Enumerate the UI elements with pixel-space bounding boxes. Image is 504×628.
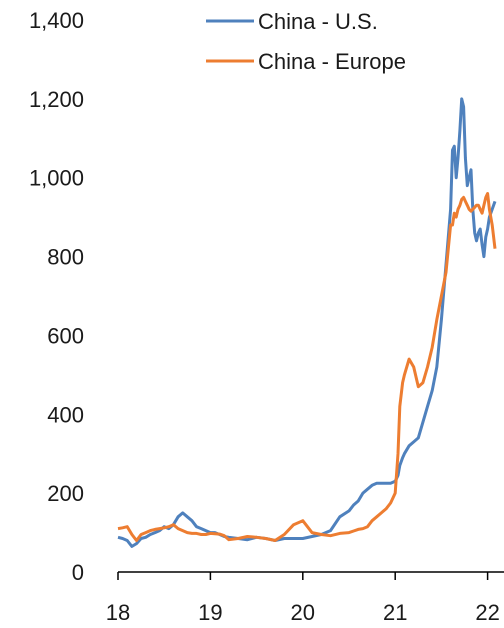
y-tick-label: 200: [47, 481, 84, 506]
x-tick-label: 20: [291, 600, 315, 625]
series-line-china-europe: [117, 192, 497, 542]
x-tick-label: 18: [106, 600, 130, 625]
y-tick-label: 800: [47, 245, 84, 270]
legend-item-china-us[interactable]: China - U.S.: [206, 9, 378, 34]
y-axis-tick-labels: 0 200 400 600 800 1,000 1,200 1,400: [29, 8, 84, 585]
legend-item-china-europe[interactable]: China - Europe: [206, 49, 406, 74]
legend-label-china-us: China - U.S.: [258, 9, 378, 34]
x-tick-label: 21: [383, 600, 407, 625]
plot-area: [117, 97, 497, 548]
x-tick-label: 19: [198, 600, 222, 625]
x-tick-label: 22: [475, 600, 499, 625]
series-line-china-us: [117, 97, 497, 548]
y-tick-label: 1,000: [29, 166, 84, 191]
y-tick-label: 1,400: [29, 8, 84, 33]
y-tick-label: 0: [72, 560, 84, 585]
y-tick-label: 600: [47, 323, 84, 348]
y-tick-label: 400: [47, 402, 84, 427]
legend: China - U.S. China - Europe: [206, 9, 406, 74]
y-tick-label: 1,200: [29, 87, 84, 112]
x-axis: 18 19 20 21 22: [106, 571, 504, 625]
legend-label-china-europe: China - Europe: [258, 49, 406, 74]
